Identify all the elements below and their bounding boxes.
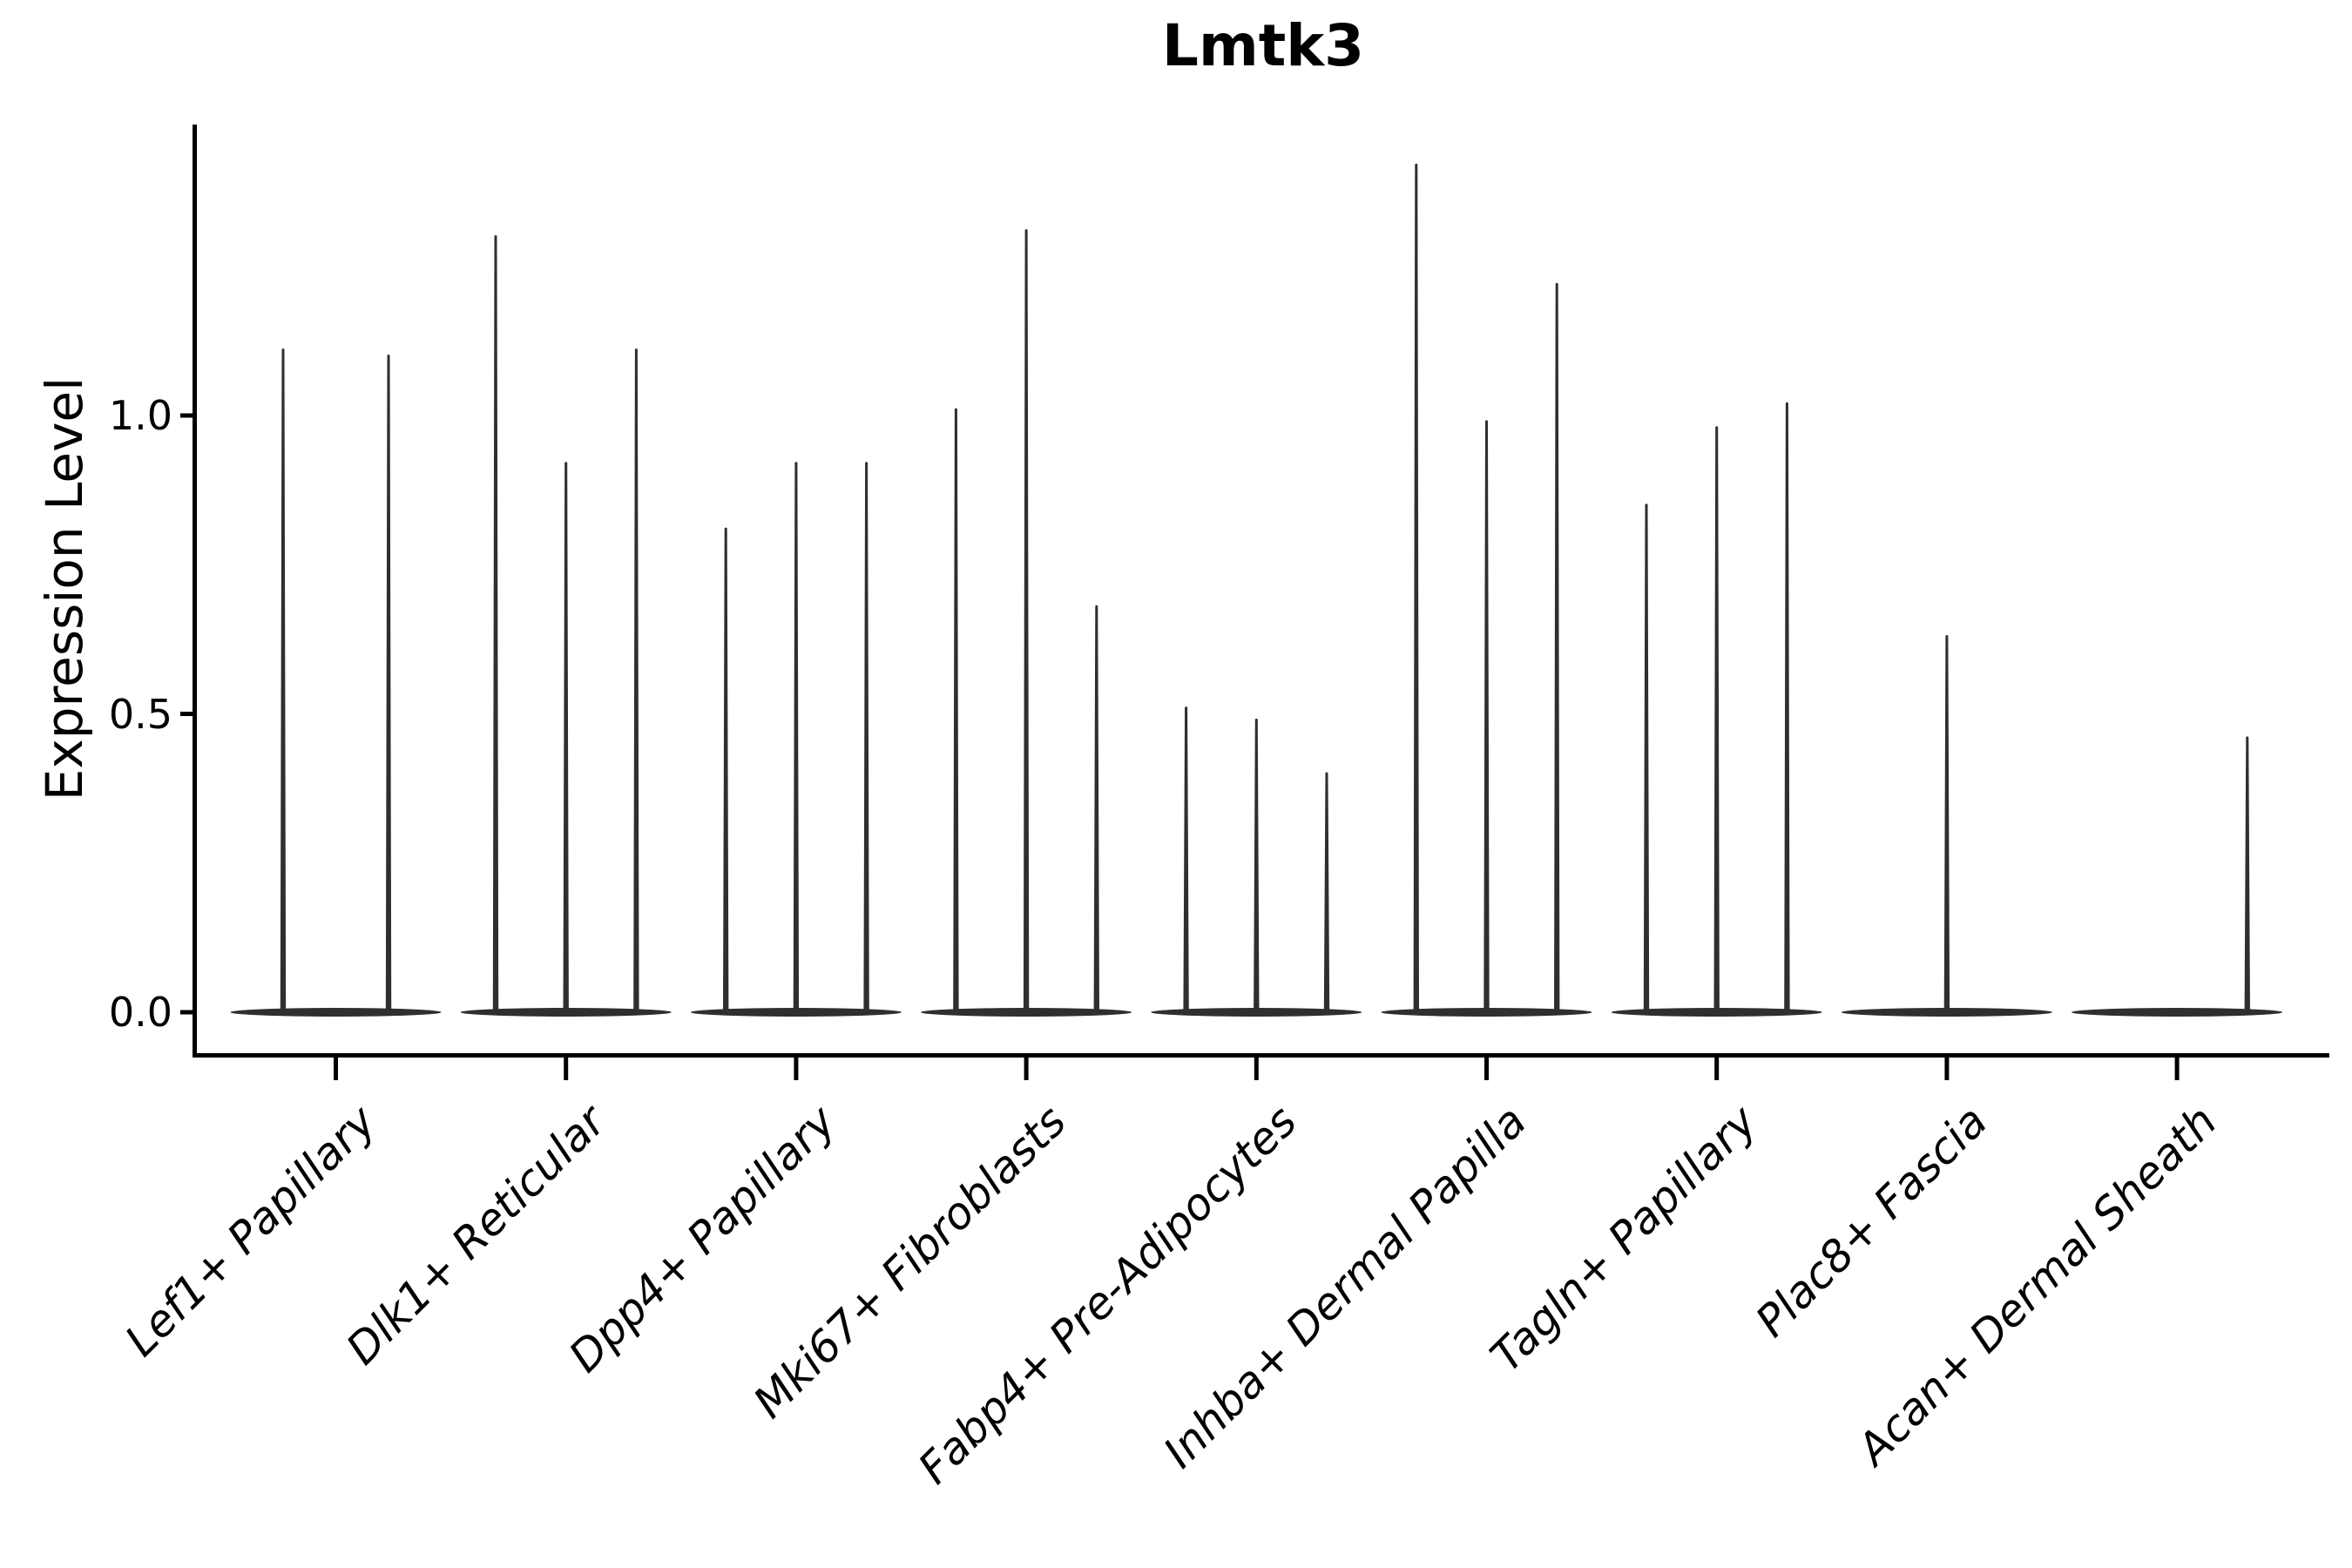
violin-spike [280,348,287,1012]
violin-spike [1554,282,1560,1012]
violin-spike [1183,706,1189,1012]
violin-spike [863,462,869,1012]
violin-spike [953,408,959,1012]
violin-spike [1784,402,1790,1012]
violin-spike [633,348,639,1012]
violin-spike [1643,504,1650,1012]
violin-spike [1484,420,1490,1012]
violin-spike [1323,772,1330,1012]
violin-spike [1413,163,1419,1013]
violin-spike [723,527,729,1012]
violin-spike [563,462,569,1012]
violin-spike [1713,426,1720,1012]
plot-title: Lmtk3 [1161,12,1365,79]
violin-spike [385,355,392,1012]
y-axis-label: Expression Level [35,376,94,801]
violin-spike [1023,229,1030,1012]
y-tick-label: 0.0 [108,989,172,1036]
violin-zero-band [2072,1008,2283,1017]
y-tick-label: 1.0 [108,392,172,439]
violin-spike [1254,718,1260,1012]
violin-spike [492,235,499,1012]
violin-zero-band [230,1008,442,1017]
violin-spike [2244,736,2250,1012]
y-tick-label: 0.5 [108,690,172,738]
violin-spike [793,462,800,1012]
violin-spike [1093,605,1099,1012]
violin-spike [1943,634,1950,1012]
